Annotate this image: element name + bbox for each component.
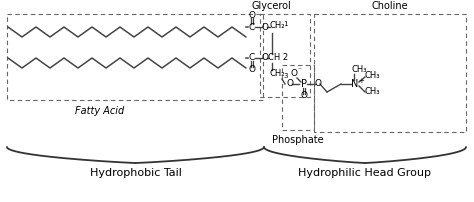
Text: 1: 1 — [283, 21, 288, 27]
Text: O: O — [249, 12, 256, 20]
Text: Hydrophilic Head Group: Hydrophilic Head Group — [299, 168, 431, 178]
Text: C: C — [249, 54, 255, 62]
Text: N: N — [351, 79, 358, 89]
Bar — [7, 14, 263, 100]
Text: O: O — [249, 64, 256, 74]
Text: Hydrophobic Tail: Hydrophobic Tail — [90, 168, 182, 178]
Text: Glycerol: Glycerol — [252, 1, 292, 11]
Text: C: C — [249, 22, 255, 32]
Text: P: P — [301, 79, 307, 89]
Text: CH₃: CH₃ — [365, 87, 381, 97]
Bar — [314, 14, 466, 132]
Text: O: O — [287, 80, 294, 88]
Text: Phosphate: Phosphate — [272, 135, 324, 145]
Text: Fatty Acid: Fatty Acid — [75, 106, 125, 116]
Text: CH₃: CH₃ — [365, 72, 381, 81]
Text: ⁻: ⁻ — [297, 65, 301, 75]
Text: O: O — [315, 80, 322, 88]
Text: CH₃: CH₃ — [352, 64, 367, 74]
Text: O: O — [301, 92, 308, 101]
Text: Choline: Choline — [372, 1, 408, 11]
Text: O: O — [262, 54, 269, 62]
Text: CH₂: CH₂ — [270, 21, 285, 31]
Text: O: O — [291, 69, 298, 79]
Text: CH₂: CH₂ — [270, 69, 285, 79]
Text: 3: 3 — [283, 73, 288, 79]
Bar — [282, 65, 314, 130]
Text: CH 2: CH 2 — [268, 54, 288, 62]
Text: O: O — [262, 22, 269, 32]
Bar — [260, 14, 310, 97]
Text: +: + — [358, 78, 364, 84]
